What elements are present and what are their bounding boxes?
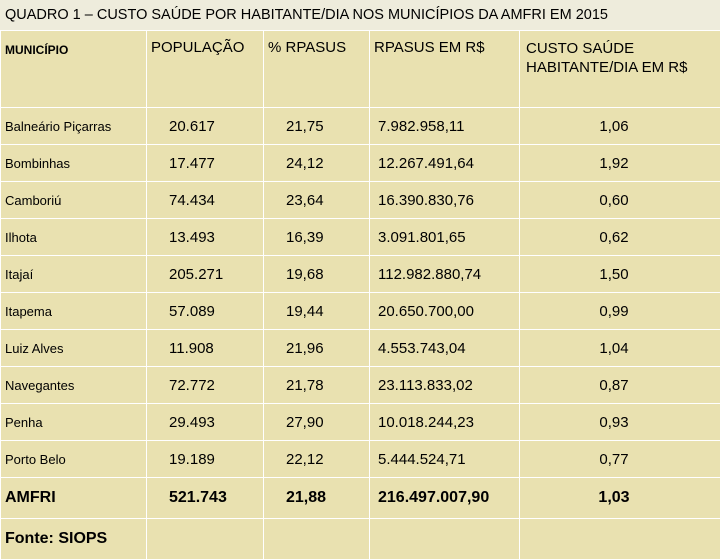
cell-populacao: 11.908 (147, 330, 264, 367)
cell-rpasus-pct: 21,75 (264, 108, 370, 145)
total-custo: 1,03 (520, 478, 720, 519)
cell-populacao: 57.089 (147, 293, 264, 330)
cell-rpasus-pct: 21,96 (264, 330, 370, 367)
cell-municipio: Porto Belo (1, 441, 147, 478)
cell-rpasus-rs: 12.267.491,64 (370, 145, 520, 182)
slide: QUADRO 1 – CUSTO SAÚDE POR HABITANTE/DIA… (0, 0, 720, 540)
cell-populacao: 29.493 (147, 404, 264, 441)
cell-custo: 0,60 (520, 182, 720, 219)
cell-rpasus-pct: 19,44 (264, 293, 370, 330)
cell-rpasus-pct: 16,39 (264, 219, 370, 256)
cell-rpasus-rs: 3.091.801,65 (370, 219, 520, 256)
source-row: Fonte: SIOPS (1, 519, 720, 560)
header-custo: CUSTO SAÚDE HABITANTE/DIA EM R$ (520, 31, 720, 108)
cell-populacao: 13.493 (147, 219, 264, 256)
cell-populacao: 19.189 (147, 441, 264, 478)
total-row: AMFRI 521.743 21,88 216.497.007,90 1,03 (1, 478, 720, 519)
cell-populacao: 74.434 (147, 182, 264, 219)
cell-municipio: Penha (1, 404, 147, 441)
total-rpasus-rs: 216.497.007,90 (370, 478, 520, 519)
cell-municipio: Itapema (1, 293, 147, 330)
cell-populacao: 72.772 (147, 367, 264, 404)
source-blank-cell (264, 519, 370, 560)
cell-custo: 0,87 (520, 367, 720, 404)
cell-rpasus-rs: 10.018.244,23 (370, 404, 520, 441)
cell-custo: 1,06 (520, 108, 720, 145)
cell-municipio: Bombinhas (1, 145, 147, 182)
total-rpasus-pct: 21,88 (264, 478, 370, 519)
cell-rpasus-pct: 21,78 (264, 367, 370, 404)
cell-rpasus-pct: 19,68 (264, 256, 370, 293)
cell-custo: 1,50 (520, 256, 720, 293)
cell-populacao: 20.617 (147, 108, 264, 145)
cell-municipio: Camboriú (1, 182, 147, 219)
cell-rpasus-rs: 7.982.958,11 (370, 108, 520, 145)
cell-rpasus-pct: 22,12 (264, 441, 370, 478)
cell-municipio: Ilhota (1, 219, 147, 256)
header-rpasus-rs: RPASUS EM R$ (370, 31, 520, 108)
table-title: QUADRO 1 – CUSTO SAÚDE POR HABITANTE/DIA… (0, 0, 720, 30)
cell-custo: 0,93 (520, 404, 720, 441)
cell-populacao: 17.477 (147, 145, 264, 182)
cell-rpasus-rs: 4.553.743,04 (370, 330, 520, 367)
cell-custo: 0,62 (520, 219, 720, 256)
source-blank-cell (520, 519, 720, 560)
source-note: Fonte: SIOPS (1, 519, 147, 560)
cell-municipio: Balneário Piçarras (1, 108, 147, 145)
cost-table: MUNICÍPIO POPULAÇÃO % RPASUS RPASUS EM R… (0, 30, 720, 560)
cell-rpasus-rs: 16.390.830,76 (370, 182, 520, 219)
header-rpasus-pct: % RPASUS (264, 31, 370, 108)
cell-rpasus-rs: 5.444.524,71 (370, 441, 520, 478)
source-blank-cell (147, 519, 264, 560)
cell-populacao: 205.271 (147, 256, 264, 293)
cell-rpasus-rs: 23.113.833,02 (370, 367, 520, 404)
header-row: MUNICÍPIO POPULAÇÃO % RPASUS RPASUS EM R… (1, 31, 720, 108)
cell-custo: 0,99 (520, 293, 720, 330)
cell-custo: 1,04 (520, 330, 720, 367)
cell-rpasus-rs: 20.650.700,00 (370, 293, 520, 330)
header-populacao: POPULAÇÃO (147, 31, 264, 108)
cell-municipio: Itajaí (1, 256, 147, 293)
cell-rpasus-pct: 24,12 (264, 145, 370, 182)
header-municipio: MUNICÍPIO (1, 31, 147, 108)
cell-rpasus-rs: 112.982.880,74 (370, 256, 520, 293)
source-blank-cell (370, 519, 520, 560)
total-municipio: AMFRI (1, 478, 147, 519)
cell-rpasus-pct: 27,90 (264, 404, 370, 441)
total-populacao: 521.743 (147, 478, 264, 519)
cell-municipio: Luiz Alves (1, 330, 147, 367)
cell-rpasus-pct: 23,64 (264, 182, 370, 219)
cell-custo: 1,92 (520, 145, 720, 182)
cell-municipio: Navegantes (1, 367, 147, 404)
cell-custo: 0,77 (520, 441, 720, 478)
